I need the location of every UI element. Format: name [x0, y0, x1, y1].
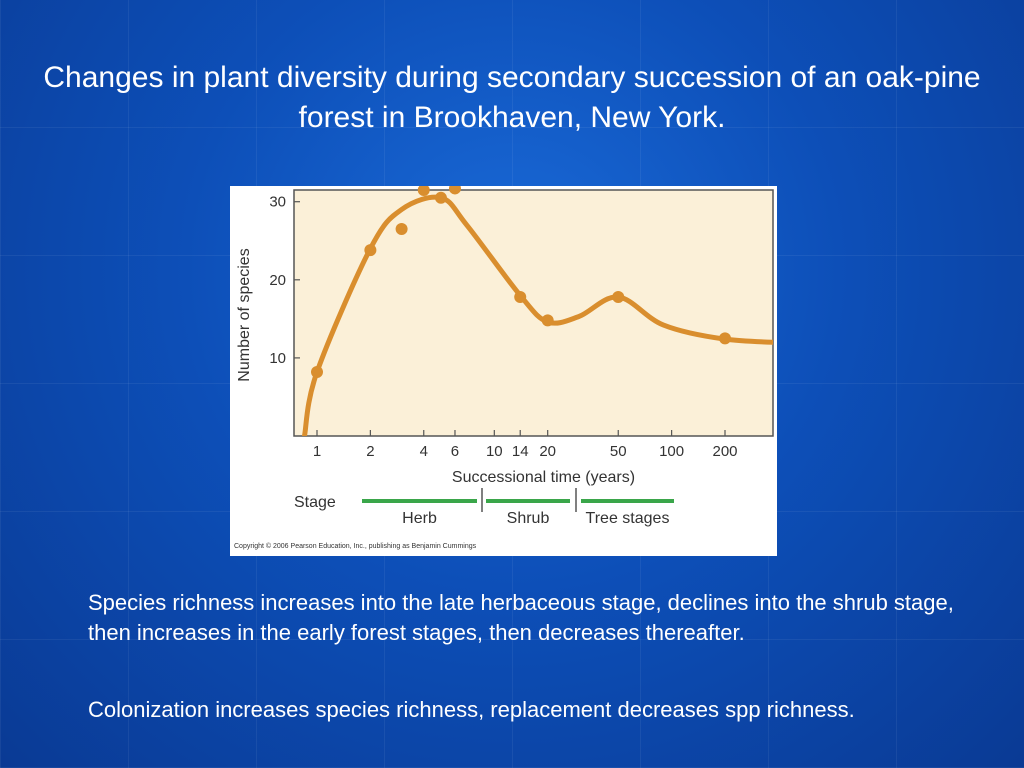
data-point-4: [434, 191, 447, 204]
data-point-9: [719, 332, 731, 345]
succession-chart: 10 20 30 1 2 4 6 10 14 20 50 100 200 Successional tim…: [234, 186, 774, 550]
data-point-7: [541, 314, 554, 327]
data-point-2: [395, 223, 408, 236]
slide-title: Changes in plant diversity during second…: [43, 61, 981, 134]
copyright-note: Copyright © 2006 Pearson Education, Inc.…: [234, 542, 477, 550]
paragraph-colonization: Colonization increases species richness,…: [88, 697, 855, 722]
x-axis-label: Successional time (years): [452, 469, 635, 486]
y-tick-label-30: 30: [269, 194, 286, 211]
x-tick-label-14: 14: [512, 443, 529, 460]
x-tick-label-200: 200: [712, 443, 737, 460]
figure: 10 20 30 1 2 4 6 10 14 20 50 100 200 Successional tim…: [230, 186, 777, 556]
data-point-6: [514, 290, 527, 303]
data-point-5: [448, 186, 461, 195]
stage-name-2: Tree stages: [586, 510, 670, 527]
stage-name-1: Shrub: [507, 510, 550, 527]
y-tick-label-10: 10: [269, 350, 286, 367]
x-tick-label-6: 6: [451, 443, 459, 460]
y-tick-label-20: 20: [269, 272, 286, 289]
paragraph-richness: Species richness increases into the late…: [88, 590, 954, 645]
x-tick-label-50: 50: [610, 443, 627, 460]
data-point-0: [311, 365, 323, 378]
x-tick-label-4: 4: [420, 443, 428, 460]
series-curve: [301, 194, 773, 436]
data-point-1: [364, 244, 377, 257]
x-tick-label-1: 1: [313, 443, 321, 460]
stage-label: Stage: [294, 494, 336, 511]
x-tick-label-2: 2: [366, 443, 374, 460]
y-axis-label: Number of species: [236, 248, 253, 381]
x-tick-label-10: 10: [486, 443, 503, 460]
x-tick-label-100: 100: [659, 443, 684, 460]
data-point-8: [612, 290, 625, 303]
stage-name-0: Herb: [402, 510, 437, 527]
data-point-3: [417, 186, 430, 196]
x-tick-label-20: 20: [539, 443, 556, 460]
